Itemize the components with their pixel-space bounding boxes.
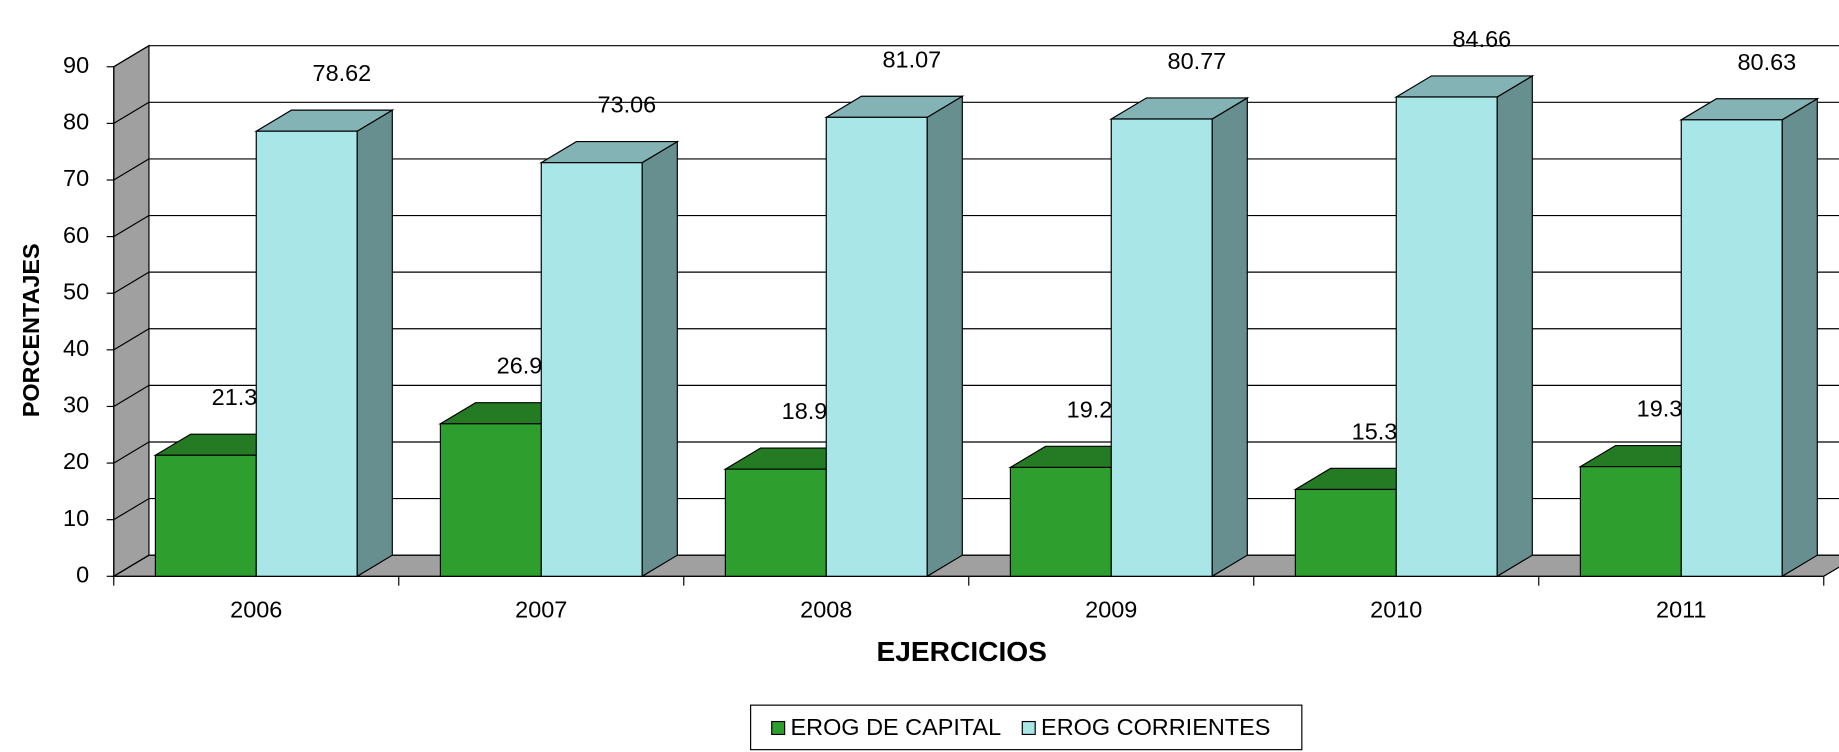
y-tick-label: 70	[63, 165, 89, 191]
data-label: 80.63	[1738, 49, 1797, 75]
grid-line	[113, 554, 150, 577]
bar	[1680, 119, 1783, 577]
bar	[255, 130, 358, 577]
y-tick-label: 40	[63, 335, 89, 361]
bar	[439, 423, 542, 577]
x-tick-label: 2006	[230, 597, 282, 623]
bar	[1294, 488, 1397, 577]
x-axis-title: EJERCICIOS	[876, 636, 1046, 667]
grid-line	[113, 328, 150, 351]
bar	[154, 454, 257, 577]
data-label: 78.62	[313, 60, 372, 86]
x-tick-label: 2010	[1370, 597, 1422, 623]
grid-line	[113, 101, 150, 124]
legend-swatch	[1021, 720, 1036, 736]
grid-line	[113, 498, 150, 521]
grid-line	[113, 441, 150, 464]
bar-side	[1211, 96, 1248, 578]
y-tick-label: 30	[63, 392, 89, 418]
y-tick-label: 90	[63, 52, 89, 78]
bar-side	[1781, 97, 1818, 578]
data-label: 84.66	[1453, 26, 1512, 52]
side-wall	[113, 44, 150, 578]
y-tick-label: 60	[63, 222, 89, 248]
bar-side	[926, 95, 963, 578]
grid-line	[113, 158, 150, 181]
x-tick-label: 2008	[800, 597, 852, 623]
bar	[540, 162, 643, 577]
grid-line	[113, 384, 150, 407]
x-tick-label: 2007	[515, 597, 567, 623]
data-label: 73.06	[598, 92, 657, 118]
y-axis-title: PORCENTAJES	[18, 243, 44, 417]
x-tick-label: 2011	[1656, 597, 1706, 623]
bar	[1009, 466, 1112, 577]
bar-side	[356, 109, 393, 578]
y-tick-label: 80	[63, 109, 89, 135]
data-label: 81.07	[883, 46, 942, 72]
y-tick-label: 20	[63, 448, 89, 474]
bar	[1579, 466, 1682, 577]
grid-line	[113, 271, 150, 294]
grid-line	[113, 215, 150, 238]
data-label: 80.77	[1168, 48, 1227, 74]
bar	[1110, 118, 1213, 577]
legend-label: EROG DE CAPITAL	[790, 714, 1001, 740]
y-tick-label: 10	[63, 505, 89, 531]
bar	[724, 468, 827, 577]
legend-swatch	[771, 720, 786, 736]
bar-side	[1496, 74, 1533, 578]
x-tick-label: 2009	[1085, 597, 1137, 623]
bar-side	[641, 140, 678, 578]
y-tick-label: 50	[63, 278, 89, 304]
y-tick-label: 0	[76, 561, 89, 587]
legend-label: EROG CORRIENTES	[1041, 714, 1270, 740]
grid-line	[113, 45, 150, 68]
bar	[825, 116, 928, 577]
bar	[1395, 96, 1498, 577]
